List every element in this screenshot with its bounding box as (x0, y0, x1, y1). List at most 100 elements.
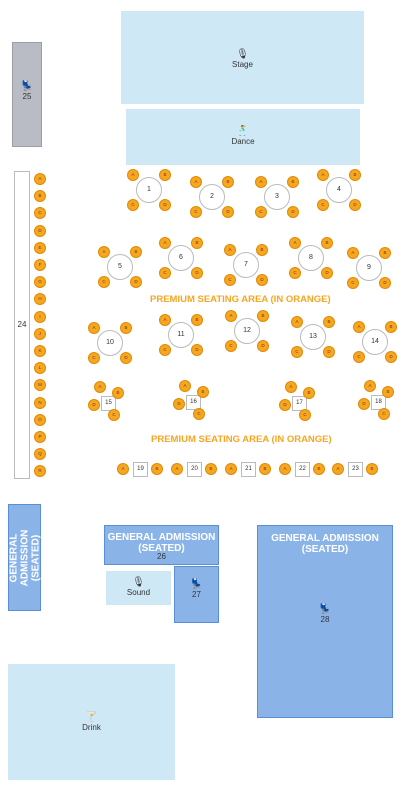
table-seat[interactable]: C (225, 340, 237, 352)
table-seat[interactable]: A (117, 463, 129, 475)
table-seat[interactable]: B (379, 247, 391, 259)
table-seat[interactable]: C (159, 344, 171, 356)
table-seat[interactable]: C (347, 277, 359, 289)
table-seat[interactable]: B (303, 387, 315, 399)
table-seat[interactable]: A (255, 176, 267, 188)
section-24-seat[interactable]: I (34, 310, 46, 323)
table-seat[interactable]: B (382, 386, 394, 398)
table-seat[interactable]: A (224, 244, 236, 256)
table-seat[interactable]: A (98, 246, 110, 258)
ga-right-section[interactable]: GENERAL ADMISSION (SEATED) 💺 28 (257, 525, 393, 718)
table-seat[interactable]: C (299, 409, 311, 421)
table-seat[interactable]: C (224, 274, 236, 286)
table-seat[interactable]: B (112, 387, 124, 399)
table-seat[interactable]: A (190, 176, 202, 188)
table-seat[interactable]: B (151, 463, 163, 475)
table-seat[interactable]: C (378, 408, 390, 420)
table-seat[interactable]: C (317, 199, 329, 211)
round-table[interactable]: 5 (107, 254, 133, 280)
round-table[interactable]: 1 (136, 177, 162, 203)
table-seat[interactable]: B (205, 463, 217, 475)
table-seat[interactable]: D (120, 352, 132, 364)
table-seat[interactable]: A (225, 310, 237, 322)
round-table[interactable]: 12 (234, 318, 260, 344)
round-table[interactable]: 4 (326, 177, 352, 203)
section-24-seat[interactable]: O (34, 413, 46, 426)
table-seat[interactable]: B (321, 237, 333, 249)
table-seat[interactable]: A (364, 380, 376, 392)
sound-area[interactable]: 🎙 Sound (106, 571, 171, 605)
table-seat[interactable]: D (379, 277, 391, 289)
table-seat[interactable]: C (98, 276, 110, 288)
table-seat[interactable]: D (358, 398, 370, 410)
section-24-seat[interactable]: L (34, 362, 46, 375)
table-seat[interactable]: C (289, 267, 301, 279)
section-24-seat[interactable]: H (34, 293, 46, 306)
table-seat[interactable]: C (127, 199, 139, 211)
table-seat[interactable]: A (317, 169, 329, 181)
table-seat[interactable]: D (191, 267, 203, 279)
table-seat[interactable]: B (197, 386, 209, 398)
section-24-seat[interactable]: M (34, 379, 46, 392)
round-table[interactable]: 8 (298, 245, 324, 271)
table-seat[interactable]: C (190, 206, 202, 218)
table-seat[interactable]: A (353, 321, 365, 333)
section-24-seat[interactable]: E (34, 241, 46, 254)
table-seat[interactable]: D (257, 340, 269, 352)
table-seat[interactable]: A (285, 381, 297, 393)
ga-left-section[interactable]: GENERAL ADMISSION (SEATED) (8, 504, 41, 611)
table-seat[interactable]: B (256, 244, 268, 256)
table-seat[interactable]: C (255, 206, 267, 218)
table-seat[interactable]: D (173, 398, 185, 410)
round-table[interactable]: 3 (264, 184, 290, 210)
table-seat[interactable]: A (94, 381, 106, 393)
table-seat[interactable]: B (257, 310, 269, 322)
section-24-seat[interactable]: N (34, 396, 46, 409)
table-seat[interactable]: A (347, 247, 359, 259)
table-seat[interactable]: B (259, 463, 271, 475)
table-seat[interactable]: A (225, 463, 237, 475)
section-24-seat[interactable]: F (34, 259, 46, 271)
table-seat[interactable]: D (88, 399, 100, 411)
table-seat[interactable]: D (323, 346, 335, 358)
table-seat[interactable]: B (191, 314, 203, 326)
bar-table[interactable]: 22 (295, 462, 310, 477)
section-24-seat[interactable]: B (34, 190, 46, 203)
table-seat[interactable]: B (159, 169, 171, 181)
table-seat[interactable]: B (385, 321, 397, 333)
round-table[interactable]: 7 (233, 252, 259, 278)
table-seat[interactable]: B (313, 463, 325, 475)
table-seat[interactable]: B (191, 237, 203, 249)
dance-area[interactable]: 🕺 Dance (126, 109, 360, 165)
section-27[interactable]: 💺 27 (174, 566, 219, 623)
bar-table[interactable]: 21 (241, 462, 256, 477)
table-seat[interactable]: B (349, 169, 361, 181)
table-seat[interactable]: D (349, 199, 361, 211)
round-table[interactable]: 13 (300, 324, 326, 350)
round-table[interactable]: 2 (199, 184, 225, 210)
table-seat[interactable]: B (323, 316, 335, 328)
table-seat[interactable]: A (159, 237, 171, 249)
table-seat[interactable]: A (127, 169, 139, 181)
bar-table[interactable]: 19 (133, 462, 148, 477)
drink-area[interactable]: 🍸 Drink (8, 664, 175, 780)
section-24-seat[interactable]: P (34, 431, 46, 443)
table-seat[interactable]: D (222, 206, 234, 218)
ga-mid-section[interactable]: GENERAL ADMISSION (SEATED) 26 (104, 525, 219, 565)
table-seat[interactable]: B (222, 176, 234, 188)
table-seat[interactable]: D (191, 344, 203, 356)
table-seat[interactable]: A (279, 463, 291, 475)
table-seat[interactable]: C (88, 352, 100, 364)
section-24-seat[interactable]: R (34, 465, 46, 478)
section-24-seat[interactable]: D (34, 224, 46, 237)
round-table[interactable]: 9 (356, 255, 382, 281)
section-25[interactable]: 💺 25 (12, 42, 42, 147)
section-24-seat[interactable]: G (34, 276, 46, 289)
round-table[interactable]: 14 (362, 329, 388, 355)
table-seat[interactable]: A (289, 237, 301, 249)
section-24-seat[interactable]: J (34, 327, 46, 340)
table-seat[interactable]: A (291, 316, 303, 328)
round-table[interactable]: 11 (168, 322, 194, 348)
table-seat[interactable]: A (332, 463, 344, 475)
table-seat[interactable]: D (130, 276, 142, 288)
